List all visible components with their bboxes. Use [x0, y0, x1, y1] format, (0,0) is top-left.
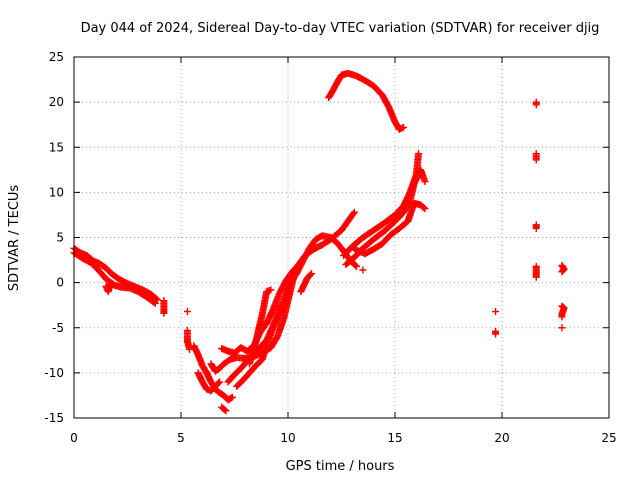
y-tick-label: 15 [49, 140, 64, 154]
data-point [335, 228, 343, 236]
data-point [91, 263, 99, 271]
y-tick-label: 10 [49, 185, 64, 199]
data-point [532, 223, 540, 231]
data-point [265, 286, 273, 294]
plot-frame [73, 56, 610, 419]
data-point [119, 277, 127, 285]
data-point [218, 362, 226, 370]
data-point [281, 298, 289, 306]
data-point [328, 89, 336, 97]
data-point [385, 233, 393, 241]
data-point [160, 308, 168, 316]
data-point [304, 247, 312, 255]
x-tick-label: 25 [601, 431, 616, 445]
data-point [342, 220, 350, 228]
data-point [367, 228, 375, 236]
x-tick-label: 15 [387, 431, 402, 445]
grid-lines [73, 56, 610, 419]
data-point [306, 271, 314, 279]
data-point [185, 344, 193, 352]
data-point [349, 210, 357, 218]
data-point [316, 233, 324, 241]
data-point [492, 329, 500, 337]
y-tick-label: -5 [52, 321, 64, 335]
data-point [214, 379, 222, 387]
data-point [351, 261, 359, 269]
data-point [367, 80, 375, 88]
x-tick-label: 0 [70, 431, 78, 445]
data-point [532, 272, 540, 280]
data-point [152, 295, 160, 303]
data-point [76, 253, 84, 261]
data-point [237, 378, 245, 386]
data-point [367, 237, 375, 245]
y-tick-label: 20 [49, 95, 64, 109]
data-point [100, 262, 108, 270]
y-axis-label: SDTVAR / TECUs [7, 185, 22, 292]
data-point [272, 335, 280, 343]
data-point [235, 366, 243, 374]
data-point [149, 298, 157, 306]
data-points [70, 69, 568, 415]
data-point [150, 298, 158, 306]
data-point [420, 204, 428, 212]
data-point [559, 267, 567, 275]
data-point [558, 312, 566, 320]
data-point [140, 292, 148, 300]
y-tick-label: 0 [56, 276, 64, 290]
data-point [350, 260, 358, 268]
data-point [227, 394, 235, 402]
y-tick-label: 5 [56, 231, 64, 245]
data-point [298, 260, 306, 268]
data-point [349, 211, 357, 219]
data-point [419, 203, 427, 211]
data-point [221, 406, 229, 414]
data-point [376, 241, 384, 249]
data-point [559, 266, 567, 274]
data-point [310, 238, 318, 246]
y-tick-label: -15 [44, 411, 64, 425]
data-point [414, 151, 422, 159]
data-point [558, 324, 566, 332]
axis-ticks: 0 5 10 15 20 25 25 20 15 10 5 0 -5 -10 -15 [44, 50, 616, 445]
data-point [106, 282, 114, 290]
data-point [209, 385, 217, 393]
data-point [397, 210, 405, 218]
data-point [359, 266, 367, 274]
data-point [383, 100, 391, 108]
data-point [305, 272, 313, 280]
data-point [220, 405, 228, 413]
data-point [350, 244, 358, 252]
x-axis-label: GPS time / hours [286, 459, 395, 474]
data-point [291, 272, 299, 280]
data-point [393, 226, 401, 234]
chart-title: Day 044 of 2024, Sidereal Day-to-day VTE… [81, 21, 600, 36]
data-point [201, 366, 209, 374]
x-tick-label: 5 [177, 431, 185, 445]
data-point [378, 221, 386, 229]
x-tick-label: 20 [494, 431, 509, 445]
data-point [332, 81, 340, 89]
data-point [348, 255, 356, 263]
data-point [183, 308, 191, 316]
data-point [224, 357, 232, 365]
y-tick-label: -10 [44, 366, 64, 380]
x-tick-label: 10 [280, 431, 295, 445]
data-point [398, 124, 406, 132]
data-point [357, 236, 365, 244]
data-point [401, 219, 409, 227]
data-point [256, 357, 264, 365]
data-point [376, 89, 384, 97]
data-point [532, 99, 540, 107]
data-point [213, 380, 221, 388]
y-tick-label: 25 [49, 50, 64, 64]
data-point [492, 308, 500, 316]
data-point [532, 154, 540, 162]
data-point [389, 219, 397, 227]
data-point [338, 245, 346, 253]
data-point [100, 273, 108, 281]
data-point [420, 176, 428, 184]
data-point [112, 273, 120, 281]
